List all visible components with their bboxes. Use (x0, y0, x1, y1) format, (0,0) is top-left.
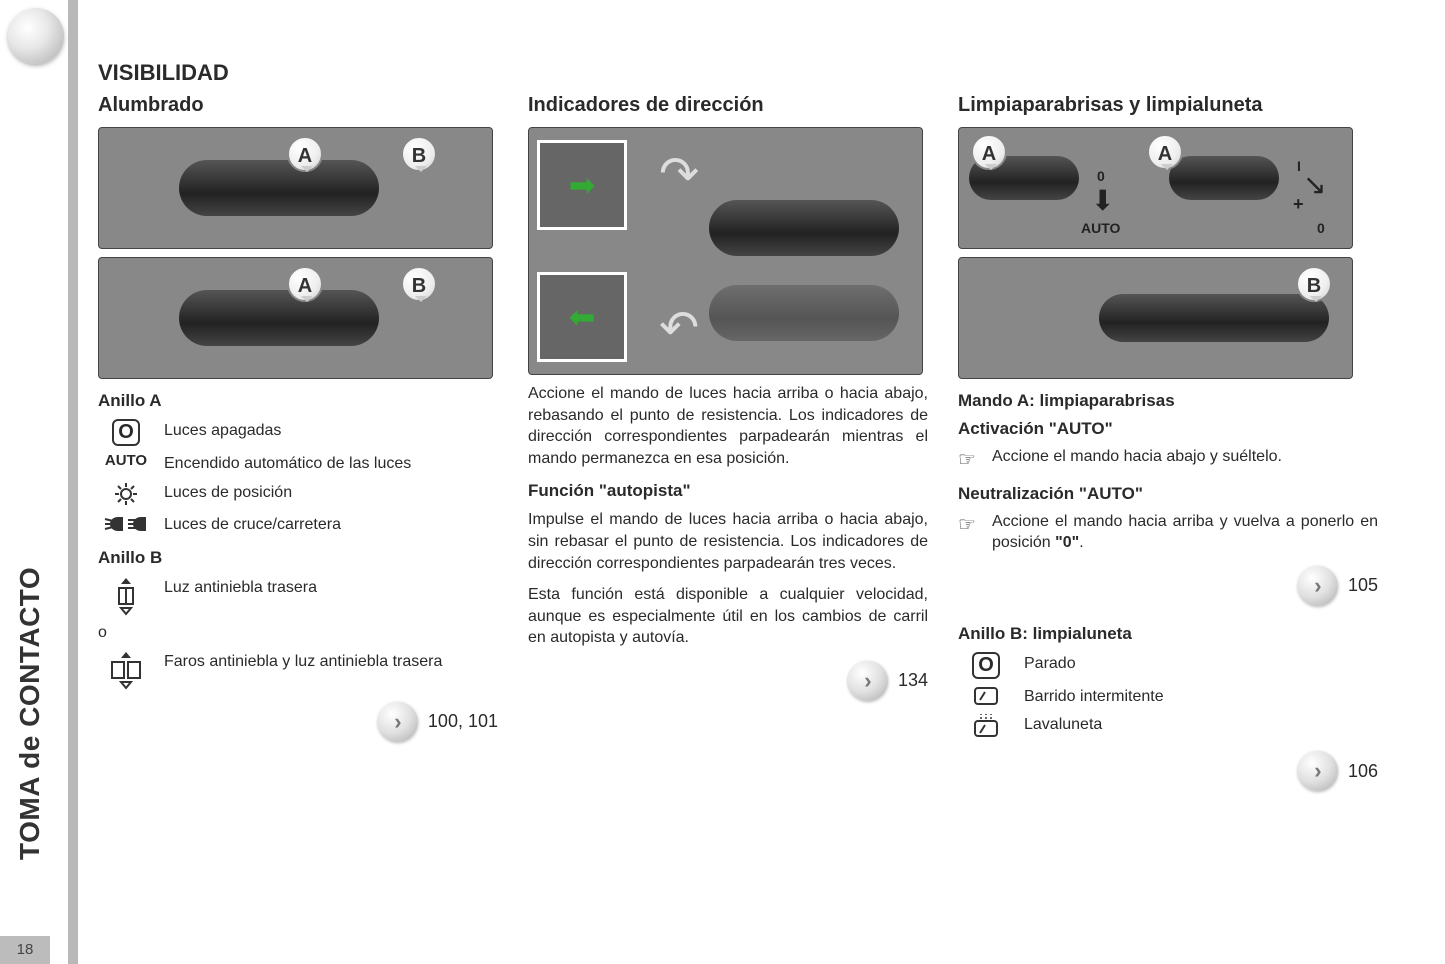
ring-b-heading: Anillo B (98, 548, 498, 568)
rear-fog-icon (98, 576, 154, 616)
section-vertical-label: TOMA de CONTACTO (14, 567, 46, 860)
side-strip (68, 0, 78, 964)
stalk-shape (1169, 156, 1279, 200)
corner-decor (8, 8, 64, 64)
headlight-icon (98, 513, 154, 535)
label-plus: + (1293, 194, 1304, 215)
label-auto: AUTO (1081, 220, 1120, 236)
instruction-text: Accione el mando hacia abajo y suéltelo. (992, 447, 1282, 468)
column-indicators: Indicadores de dirección ➡ ⬅ ↷ ↶ Accione… (528, 94, 928, 791)
bubble-a: A (287, 266, 323, 302)
list-item: Lavaluneta (958, 713, 1378, 739)
hand-icon: ☞ (958, 447, 980, 472)
list-item: O Luces apagadas (98, 419, 498, 446)
subtitle-wipers: Limpiaparabrisas y limpialuneta (958, 94, 1378, 117)
column-lighting: Alumbrado A B A B Anillo A O Luces apaga… (98, 94, 498, 791)
instruction-row: ☞ Accione el mando hacia abajo y suéltel… (958, 447, 1378, 472)
list-label: Encendido automático de las luces (164, 452, 411, 475)
auto-off-heading: Neutralización "AUTO" (958, 484, 1378, 504)
list-label: Lavaluneta (1024, 713, 1102, 736)
indicators-diagram: ➡ ⬅ ↷ ↶ (528, 127, 923, 375)
page-ref-number: 106 (1348, 761, 1378, 782)
auto-on-heading: Activación "AUTO" (958, 419, 1378, 439)
page-ref-row: › 134 (528, 661, 928, 701)
stalk-shape (179, 160, 379, 216)
down-arrow-icon: ⬇ (1091, 184, 1114, 217)
label-zero: 0 (1097, 168, 1105, 184)
paragraph: Esta función está disponible a cualquier… (528, 584, 928, 649)
or-word: o (98, 624, 498, 642)
list-item: AUTO Encendido automático de las luces (98, 452, 498, 475)
bubble-a: A (1147, 134, 1183, 170)
ring-a-heading: Anillo A (98, 391, 498, 411)
paragraph: Accione el mando de luces hacia arriba o… (528, 383, 928, 469)
auto-lights-icon: AUTO (98, 452, 154, 469)
label-i: I (1297, 158, 1301, 174)
wiper-diagram-b: B (958, 257, 1353, 379)
list-label: Faros antiniebla y luz antiniebla traser… (164, 650, 442, 673)
page-ref-number: 134 (898, 670, 928, 691)
front-rear-fog-icon (98, 650, 154, 690)
lighting-diagram-1: A B (98, 127, 493, 249)
sidelight-icon (98, 481, 154, 507)
washer-icon (958, 713, 1014, 739)
wiper-diagram-a: A A 0 AUTO I + 0 ⬇ ↘ (958, 127, 1353, 249)
bubble-b: B (401, 266, 437, 302)
stalk-shape (709, 200, 899, 256)
page-ref-icon: › (848, 661, 888, 701)
list-label: Luces de cruce/carretera (164, 513, 341, 536)
list-item: Barrido intermitente (958, 685, 1378, 708)
page-ref-icon: › (1298, 566, 1338, 606)
list-item: Luces de cruce/carretera (98, 513, 498, 536)
inset-right-arrow: ➡ (537, 140, 627, 230)
lights-off-icon: O (98, 419, 154, 446)
bubble-b: B (1296, 266, 1332, 302)
list-item: Faros antiniebla y luz antiniebla traser… (98, 650, 498, 690)
stalk-shape (1099, 294, 1329, 342)
stalk-shape (179, 290, 379, 346)
lighting-diagram-2: A B (98, 257, 493, 379)
down-arrow-icon: ↶ (659, 300, 699, 356)
up-arrow-icon: ↷ (659, 146, 699, 202)
stalk-shape-ghost (709, 285, 899, 341)
page-ref-row: › 100, 101 (98, 702, 498, 742)
ring-b-wiper-heading: Anillo B: limpialuneta (958, 624, 1378, 644)
hand-icon: ☞ (958, 512, 980, 537)
list-item: Luz antiniebla trasera (98, 576, 498, 616)
label-zero: 0 (1317, 220, 1325, 236)
bubble-a: A (971, 134, 1007, 170)
bubble-b: B (401, 136, 437, 172)
page-ref-row: › 106 (958, 751, 1378, 791)
page-title: VISIBILIDAD (98, 60, 1428, 86)
stop-icon: O (958, 652, 1014, 679)
page-ref-icon: › (378, 702, 418, 742)
page-ref-number: 105 (1348, 575, 1378, 596)
column-wipers: Limpiaparabrisas y limpialuneta A A 0 AU… (958, 94, 1378, 791)
curve-arrow-icon: ↘ (1303, 168, 1326, 201)
list-label: Luces de posición (164, 481, 292, 504)
autopista-heading: Función "autopista" (528, 481, 928, 501)
list-label: Luces apagadas (164, 419, 281, 442)
page-ref-icon: › (1298, 751, 1338, 791)
instruction-text: Accione el mando hacia arriba y vuelva a… (992, 512, 1378, 554)
bubble-a: A (287, 136, 323, 172)
paragraph: Impulse el mando de luces hacia arriba o… (528, 509, 928, 574)
subtitle-lighting: Alumbrado (98, 94, 498, 117)
page-ref-number: 100, 101 (428, 711, 498, 732)
page-ref-row: › 105 (958, 566, 1378, 606)
list-item: Luces de posición (98, 481, 498, 507)
subtitle-indicators: Indicadores de dirección (528, 94, 928, 117)
page-number: 18 (0, 936, 50, 964)
mando-a-heading: Mando A: limpiaparabrisas (958, 391, 1378, 411)
intermittent-icon (958, 685, 1014, 707)
list-item: O Parado (958, 652, 1378, 679)
list-label: Luz antiniebla trasera (164, 576, 317, 599)
list-label: Barrido intermitente (1024, 685, 1164, 708)
inset-left-arrow: ⬅ (537, 272, 627, 362)
list-label: Parado (1024, 652, 1076, 675)
instruction-row: ☞ Accione el mando hacia arriba y vuelva… (958, 512, 1378, 554)
